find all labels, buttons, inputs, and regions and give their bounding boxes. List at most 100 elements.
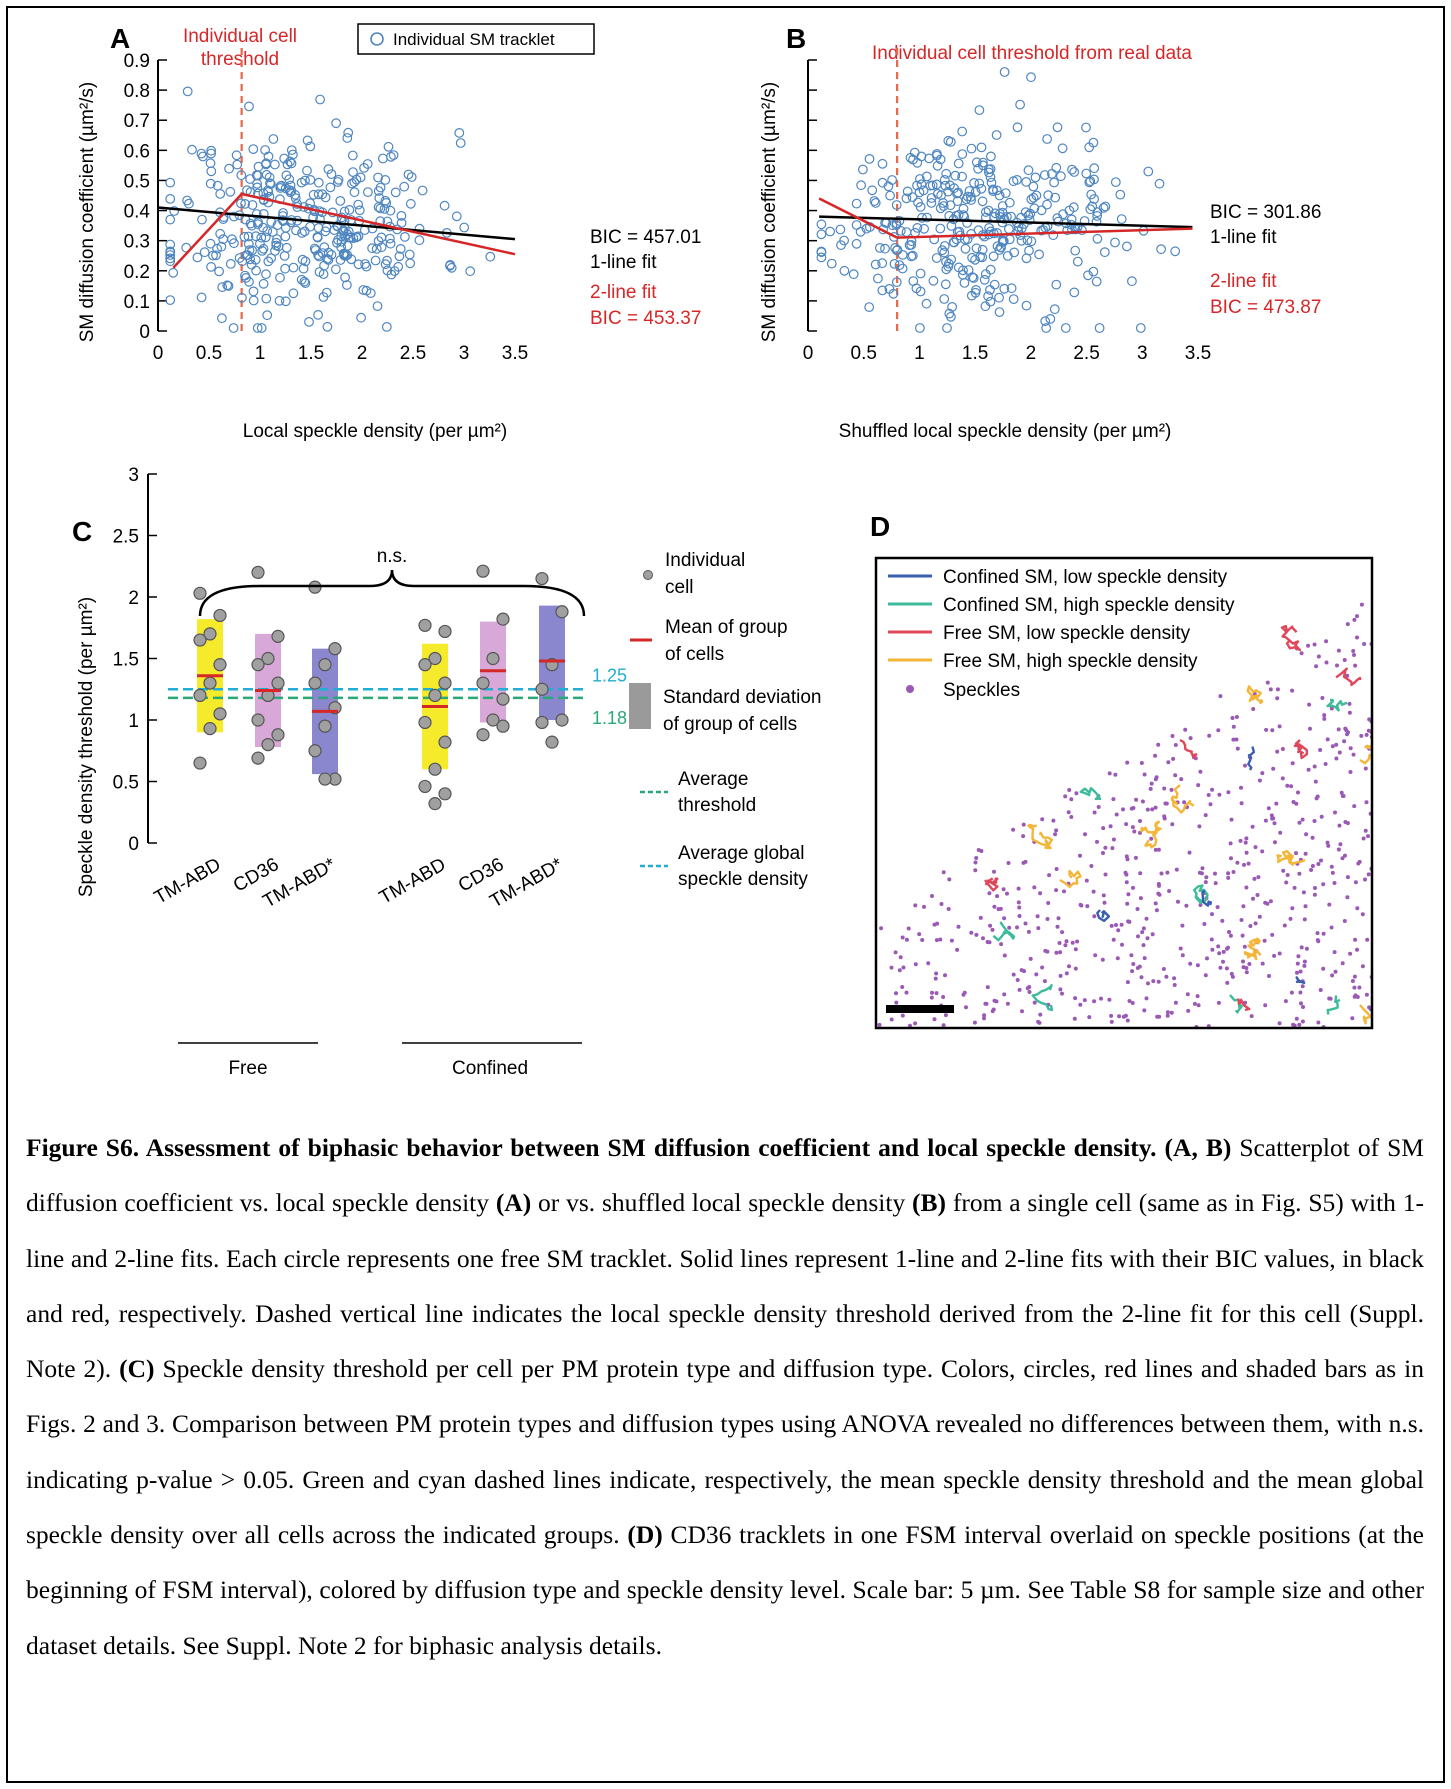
tracklet-point	[1086, 189, 1097, 200]
tracklet-point	[403, 169, 414, 180]
tracklet	[1243, 937, 1262, 961]
speckle	[1355, 635, 1359, 640]
speckle	[1138, 819, 1142, 823]
speckle	[1036, 926, 1041, 931]
cell-point	[535, 715, 549, 730]
panel-c-brace	[198, 569, 586, 617]
speckle	[1111, 837, 1116, 842]
tracklet-point	[378, 153, 388, 164]
tracklet-point	[1045, 314, 1056, 324]
tracklet-point	[315, 94, 326, 105]
speckle	[1060, 930, 1065, 935]
cell-point	[213, 707, 227, 721]
tracklet-point	[297, 228, 307, 238]
tracklet-point	[1030, 172, 1041, 183]
speckle	[1298, 990, 1303, 995]
tracklet-point	[998, 237, 1008, 247]
speckle	[1131, 885, 1135, 890]
panel-c-legend-cell-2: cell	[665, 577, 694, 598]
speckle	[1322, 713, 1327, 718]
speckle	[1062, 889, 1066, 894]
speckle	[1051, 818, 1056, 823]
speckle	[1021, 834, 1026, 839]
tracklet-point	[299, 276, 310, 287]
speckle	[1064, 939, 1069, 944]
tracklet-point	[254, 238, 265, 249]
speckle	[1192, 1001, 1197, 1006]
tracklet-point	[371, 243, 382, 254]
tracklet-point	[1067, 164, 1077, 175]
tracklet-point	[343, 127, 354, 138]
speckle	[1303, 904, 1308, 909]
speckle	[1234, 737, 1239, 742]
tracklet-point	[947, 302, 957, 312]
speckle	[1325, 737, 1330, 742]
cell-point	[535, 571, 549, 586]
tracklet-point	[288, 262, 299, 273]
speckle	[898, 955, 903, 960]
speckle	[1016, 886, 1021, 891]
tracklet-point	[291, 225, 301, 236]
tracklet-point	[338, 225, 349, 236]
speckle	[1345, 673, 1350, 678]
x-tick-label: 2	[1026, 343, 1037, 364]
tracklet-point	[386, 269, 397, 280]
panel-d-speckles	[877, 602, 1372, 1028]
speckle	[1300, 1019, 1305, 1024]
speckle	[1151, 979, 1156, 984]
speckle	[1182, 800, 1187, 805]
tracklet-point	[417, 185, 428, 196]
panel-a-threshold-label-1: Individual cell	[183, 26, 297, 47]
speckle	[1338, 842, 1343, 847]
speckle	[922, 904, 926, 909]
tracklet-point	[935, 223, 946, 234]
tracklet-point	[1004, 197, 1015, 208]
speckle	[1179, 777, 1184, 782]
tracklet-point	[244, 101, 254, 112]
panel-b-label-2line: 2-line fit	[1210, 271, 1277, 292]
speckle	[1353, 880, 1358, 885]
tracklet-point	[1039, 170, 1050, 180]
tracklet-point	[1143, 166, 1154, 177]
tracklet-point	[349, 187, 360, 198]
tracklet-point	[165, 214, 176, 225]
figure-panels: A Individual cell threshold Individual S…	[72, 23, 1374, 1079]
speckle	[913, 903, 918, 908]
cell-point	[193, 633, 207, 647]
speckle	[1359, 733, 1364, 738]
panel-d-legend-free-low: Free SM, low speckle density	[943, 623, 1191, 644]
cell-point	[318, 658, 332, 672]
caption-text-4: Speckle density threshold per cell per P…	[26, 1354, 1424, 1550]
speckle	[1242, 862, 1246, 867]
panel-a-points	[165, 86, 496, 333]
speckle	[1146, 981, 1150, 986]
speckle	[1070, 940, 1075, 945]
speckle	[1156, 882, 1161, 886]
tracklet-point	[1036, 205, 1047, 216]
speckle	[1266, 806, 1271, 811]
speckle	[1336, 727, 1341, 732]
tracklet-point	[280, 231, 291, 242]
speckle	[1102, 900, 1107, 905]
tracklet-point	[390, 187, 401, 198]
cell-point	[193, 586, 207, 600]
speckle	[1167, 889, 1172, 893]
tracklet-point	[977, 244, 988, 255]
tracklet-point	[318, 292, 329, 302]
tracklet-point	[940, 279, 951, 290]
cell-point	[203, 627, 217, 641]
tracklet-point	[326, 169, 337, 180]
speckle	[972, 1020, 977, 1025]
tracklet-point	[165, 239, 176, 250]
speckle	[1302, 917, 1307, 922]
tracklet-point	[252, 219, 263, 230]
speckle	[1132, 829, 1137, 834]
tracklet-point	[275, 181, 286, 192]
tracklet-point	[211, 250, 221, 261]
tracklet-point	[374, 193, 385, 203]
speckle	[1251, 896, 1255, 901]
caption-text-3: from a single cell (same as in Fig. S5) …	[26, 1188, 1424, 1384]
cell-point	[428, 651, 442, 666]
tracklet-point	[319, 242, 330, 253]
cell-point	[496, 719, 510, 733]
